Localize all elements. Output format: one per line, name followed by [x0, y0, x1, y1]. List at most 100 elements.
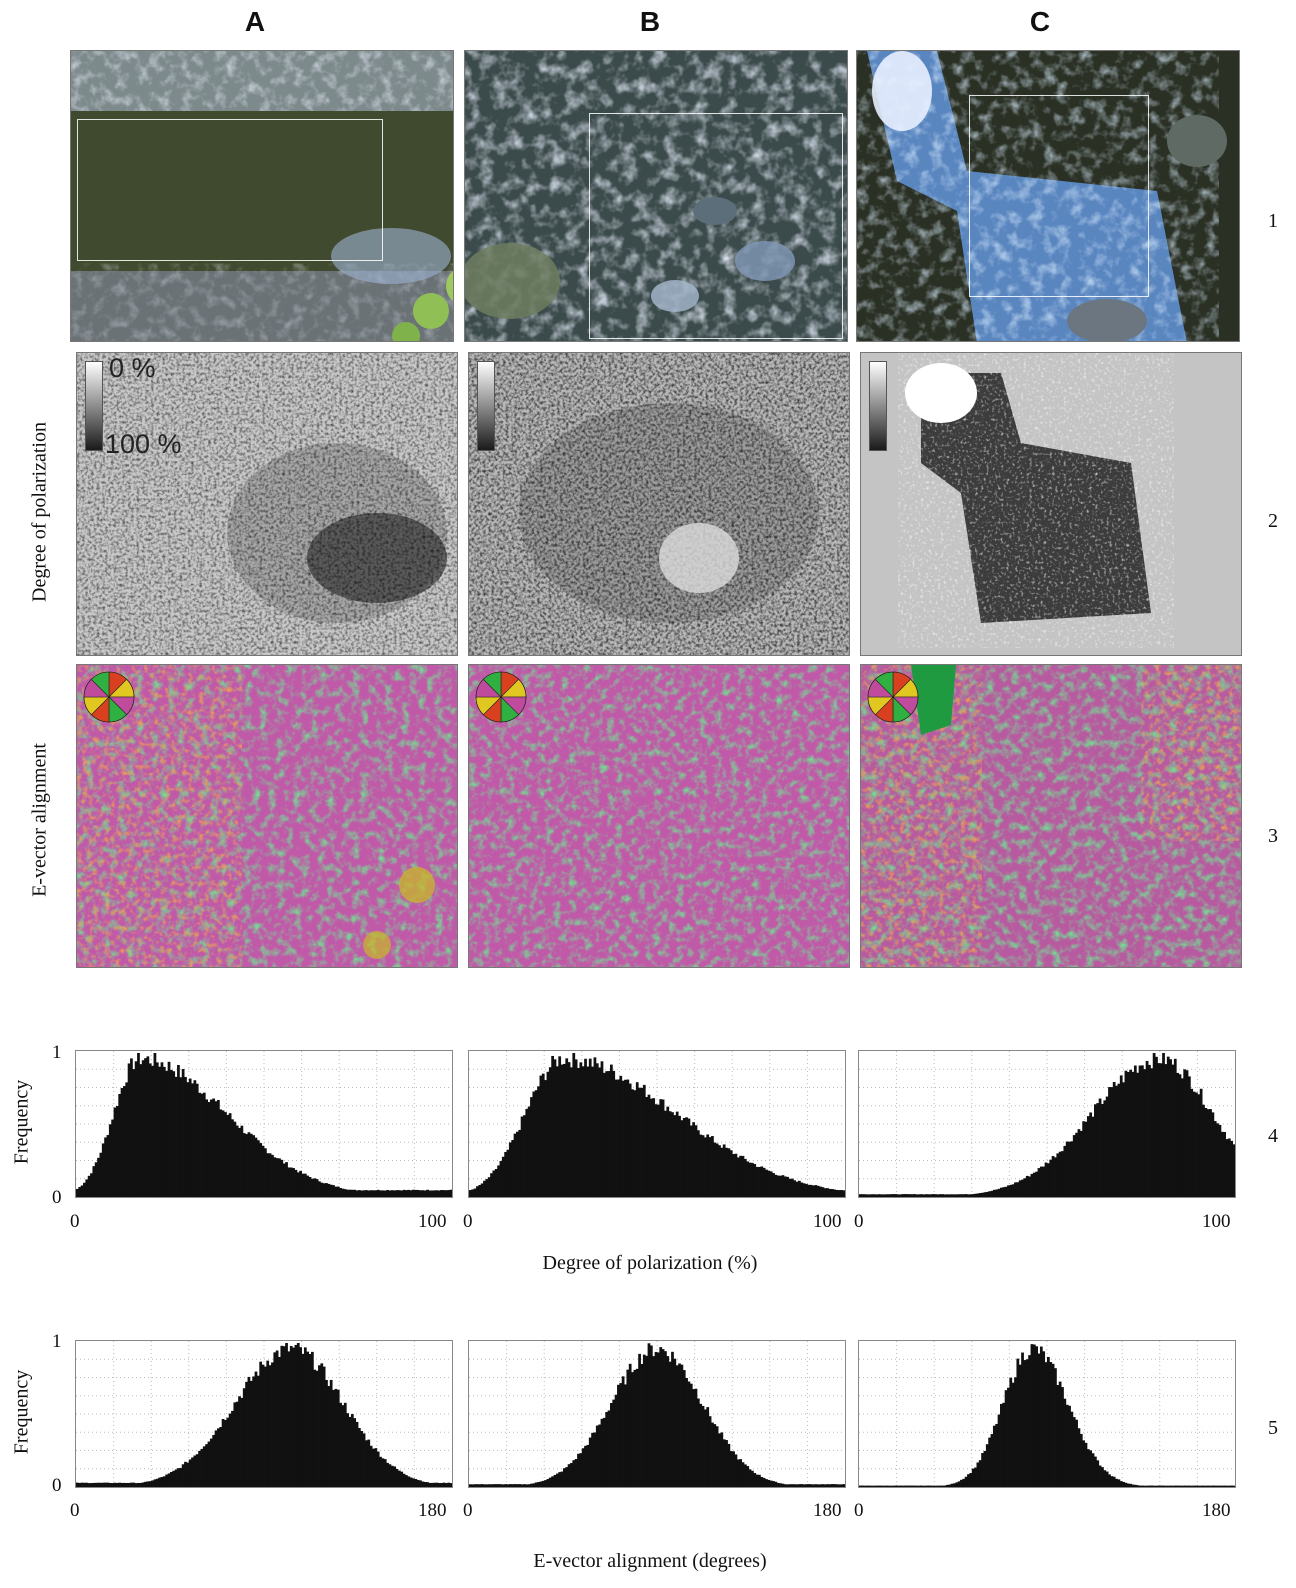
- histogram-bar: [1091, 1116, 1095, 1197]
- histogram-bar: [499, 1484, 503, 1487]
- histogram-bar: [1009, 1377, 1013, 1487]
- histogram-bar: [341, 1188, 345, 1197]
- histogram-bar: [120, 1088, 124, 1197]
- histogram-bar: [1065, 1404, 1069, 1487]
- histogram-bar: [365, 1190, 368, 1197]
- histogram-bar: [226, 1114, 230, 1197]
- histogram-bar: [997, 1414, 1001, 1487]
- histogram-bar: [325, 1183, 328, 1197]
- histogram-bar: [1044, 1362, 1048, 1487]
- histogram-bar: [1195, 1485, 1198, 1487]
- histogram-bar: [1105, 1471, 1109, 1487]
- histogram-bar: [184, 1461, 187, 1487]
- histogram-bar: [659, 1347, 663, 1487]
- histogram-bar: [395, 1469, 399, 1487]
- histogram-bar: [981, 1453, 984, 1487]
- histogram-bar: [407, 1189, 411, 1197]
- stream-photo-a: [71, 51, 453, 341]
- histogram-bar: [186, 1462, 190, 1487]
- histogram-bar: [997, 1188, 1001, 1197]
- histogram-bar: [633, 1369, 637, 1487]
- histogram-bar: [882, 1485, 886, 1487]
- histogram-bar: [906, 1485, 909, 1487]
- histogram-bar: [435, 1482, 439, 1487]
- histogram-bar: [551, 1476, 554, 1487]
- histogram-bar: [870, 1194, 874, 1197]
- histogram-bar: [903, 1194, 907, 1197]
- histogram-bar: [1035, 1171, 1038, 1197]
- histogram-bar: [736, 1157, 740, 1197]
- histogram-bar: [1030, 1344, 1034, 1487]
- histogram-bar: [628, 1083, 632, 1197]
- histogram-bar: [659, 1099, 663, 1197]
- histogram-bar: [478, 1184, 482, 1197]
- histogram-bar: [402, 1189, 406, 1197]
- angle-color-wheel: [83, 671, 135, 723]
- histogram-bar: [367, 1190, 371, 1197]
- histogram-bar: [193, 1455, 197, 1487]
- histogram-bar: [97, 1482, 100, 1487]
- histogram-bar: [539, 1481, 543, 1487]
- histogram-bar: [807, 1184, 811, 1197]
- histogram-bar: [419, 1480, 422, 1487]
- histogram-bar: [558, 1472, 562, 1487]
- histogram-bar: [992, 1189, 996, 1197]
- histogram-bar: [247, 1376, 251, 1487]
- histogram-bar: [476, 1484, 479, 1487]
- histogram-bar: [664, 1351, 667, 1487]
- histogram-bar: [722, 1144, 726, 1197]
- histogram-bar: [346, 1189, 349, 1197]
- histogram-bar: [205, 1099, 208, 1197]
- histogram-bar: [224, 1112, 227, 1197]
- histogram-bar: [1047, 1356, 1050, 1487]
- histogram-bar: [1162, 1485, 1165, 1487]
- histogram-bar: [755, 1474, 759, 1487]
- histogram-bar: [480, 1183, 484, 1197]
- histogram-bar: [1023, 1360, 1027, 1487]
- histogram-bar: [553, 1059, 557, 1197]
- histogram-bar: [945, 1194, 949, 1197]
- histogram-bar: [661, 1099, 665, 1197]
- histogram-bar: [1119, 1075, 1123, 1197]
- histogram-bar: [1098, 1465, 1102, 1487]
- histogram-bar: [826, 1188, 829, 1197]
- histogram-bar: [530, 1483, 533, 1487]
- histogram-bar: [365, 1440, 368, 1487]
- histogram-bar: [376, 1189, 380, 1197]
- histogram-bar: [837, 1190, 841, 1197]
- histogram-bar: [802, 1183, 806, 1197]
- histogram-bar: [104, 1137, 107, 1197]
- histogram-bar: [783, 1484, 787, 1487]
- histogram-bar: [555, 1066, 559, 1197]
- histogram-bar: [1032, 1344, 1036, 1487]
- histogram-bar: [1021, 1179, 1024, 1197]
- photo-panel-a: [70, 50, 454, 342]
- histogram-bar: [421, 1190, 425, 1197]
- histogram-bar: [624, 1384, 627, 1487]
- histogram-bar: [729, 1150, 733, 1197]
- histogram-bar: [94, 1162, 98, 1197]
- histogram-bar: [833, 1484, 836, 1487]
- histogram-bar: [633, 1090, 637, 1197]
- histogram-bar: [544, 1480, 547, 1487]
- histogram-bar: [741, 1155, 745, 1197]
- histogram-bar: [1218, 1485, 1222, 1487]
- histogram-bar: [379, 1456, 382, 1487]
- histogram-bar: [1180, 1485, 1184, 1487]
- histogram-bar: [1148, 1485, 1151, 1487]
- histogram-bar: [490, 1484, 493, 1487]
- histogram-bar: [123, 1086, 126, 1197]
- histogram-bar: [640, 1087, 644, 1197]
- histogram-bar: [988, 1191, 991, 1197]
- histogram-bar: [1011, 1382, 1015, 1487]
- histogram-bar: [1209, 1109, 1212, 1197]
- histogram-bar: [170, 1069, 173, 1197]
- histogram-bar: [767, 1170, 771, 1197]
- histogram-bar: [762, 1167, 766, 1197]
- histogram-bar: [141, 1060, 145, 1197]
- histogram-bar: [1072, 1417, 1076, 1487]
- histogram-bar: [1202, 1104, 1205, 1197]
- histogram-bar: [327, 1386, 331, 1487]
- histogram-bar: [419, 1190, 422, 1197]
- histogram-bar: [1159, 1485, 1163, 1487]
